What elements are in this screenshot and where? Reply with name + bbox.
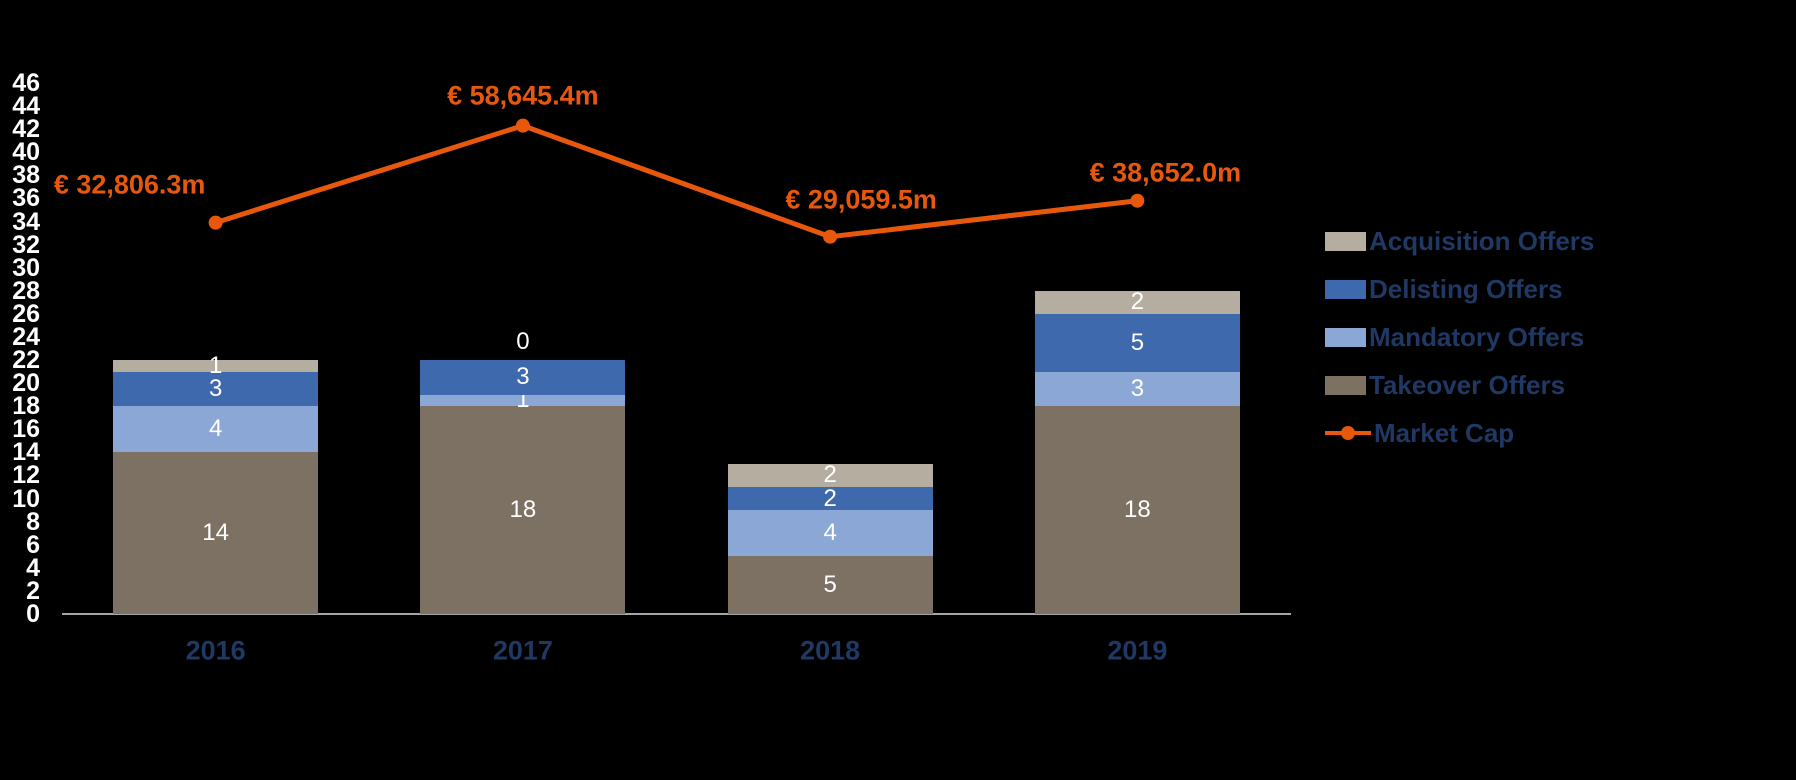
legend-swatch-icon (1325, 327, 1366, 347)
legend-swatch-icon (1325, 231, 1366, 251)
legend: Acquisition Offers Delisting Offers Mandat… (1325, 217, 1594, 457)
y-tick-label: 36 (12, 184, 40, 213)
legend-label: Takeover Offers (1369, 370, 1566, 400)
legend-label: Delisting Offers (1369, 274, 1563, 304)
market-cap-point (208, 215, 223, 230)
legend-item-acquisition-offers: Acquisition Offers (1325, 217, 1594, 265)
market-cap-line (214, 123, 1138, 240)
bar-value-label-zero: 0 (516, 328, 530, 356)
y-tick-label: 12 (12, 461, 40, 490)
y-tick-label: 14 (12, 438, 40, 467)
y-tick-label: 0 (26, 600, 40, 628)
x-axis-line (62, 613, 1291, 615)
y-tick-label: 16 (12, 415, 40, 444)
y-tick-label: 32 (12, 230, 40, 259)
y-tick-label: 44 (12, 92, 40, 121)
legend-item-delisting-offers: Delisting Offers (1325, 265, 1594, 313)
y-tick-label: 40 (12, 138, 40, 167)
bar-segment-takeover-offers: 18 (420, 406, 626, 614)
y-tick-label: 6 (26, 530, 40, 559)
y-tick-label: 10 (12, 484, 40, 513)
legend-label: Acquisition Offers (1369, 226, 1595, 256)
legend-line-marker-icon (1325, 426, 1371, 440)
y-tick-label: 30 (12, 253, 40, 282)
legend-label: Mandatory Offers (1369, 322, 1585, 352)
y-tick-label: 22 (12, 346, 40, 375)
bar-segment-mandatory-offers: 4 (727, 510, 933, 557)
bar-segment-delisting-offers: 5 (1034, 313, 1240, 372)
y-tick-label: 8 (26, 507, 40, 536)
market-cap-data-label: € 58,645.4m (447, 80, 599, 111)
market-cap-data-label: € 29,059.5m (785, 184, 937, 215)
market-cap-point (823, 229, 838, 244)
y-tick-label: 46 (12, 69, 40, 97)
bar-segment-mandatory-offers: 4 (113, 406, 319, 453)
market-cap-point (515, 118, 530, 133)
legend-label: Market Cap (1374, 418, 1515, 448)
legend-swatch-icon (1325, 375, 1366, 395)
y-tick-label: 34 (12, 207, 40, 236)
y-tick-label: 2 (26, 576, 40, 605)
y-tick-label: 38 (12, 161, 40, 190)
legend-line-dot (1341, 426, 1355, 440)
legend-swatch-icon (1325, 279, 1366, 299)
y-tick-label: 28 (12, 276, 40, 305)
y-tick-label: 4 (26, 553, 40, 582)
x-tick-label: 2016 (185, 635, 246, 666)
x-tick-label: 2018 (800, 635, 861, 666)
legend-item-mandatory-offers: Mandatory Offers (1325, 313, 1594, 361)
y-tick-label: 20 (12, 369, 40, 398)
bar-segment-delisting-offers: 3 (113, 371, 319, 407)
legend-item-takeover-offers: Takeover Offers (1325, 361, 1594, 409)
y-tick-label: 18 (12, 392, 40, 421)
y-tick-label: 26 (12, 299, 40, 328)
market-cap-data-label: € 38,652.0m (1089, 157, 1242, 188)
y-tick-label: 24 (12, 322, 40, 351)
legend-item-market-cap: Market Cap (1325, 409, 1594, 457)
x-tick-label: 2019 (1107, 635, 1168, 666)
y-tick-label: 42 (12, 115, 40, 144)
x-tick-label: 2017 (492, 635, 553, 666)
market-cap-data-label: € 32,806.3m (53, 169, 206, 200)
market-cap-point (1130, 193, 1145, 208)
